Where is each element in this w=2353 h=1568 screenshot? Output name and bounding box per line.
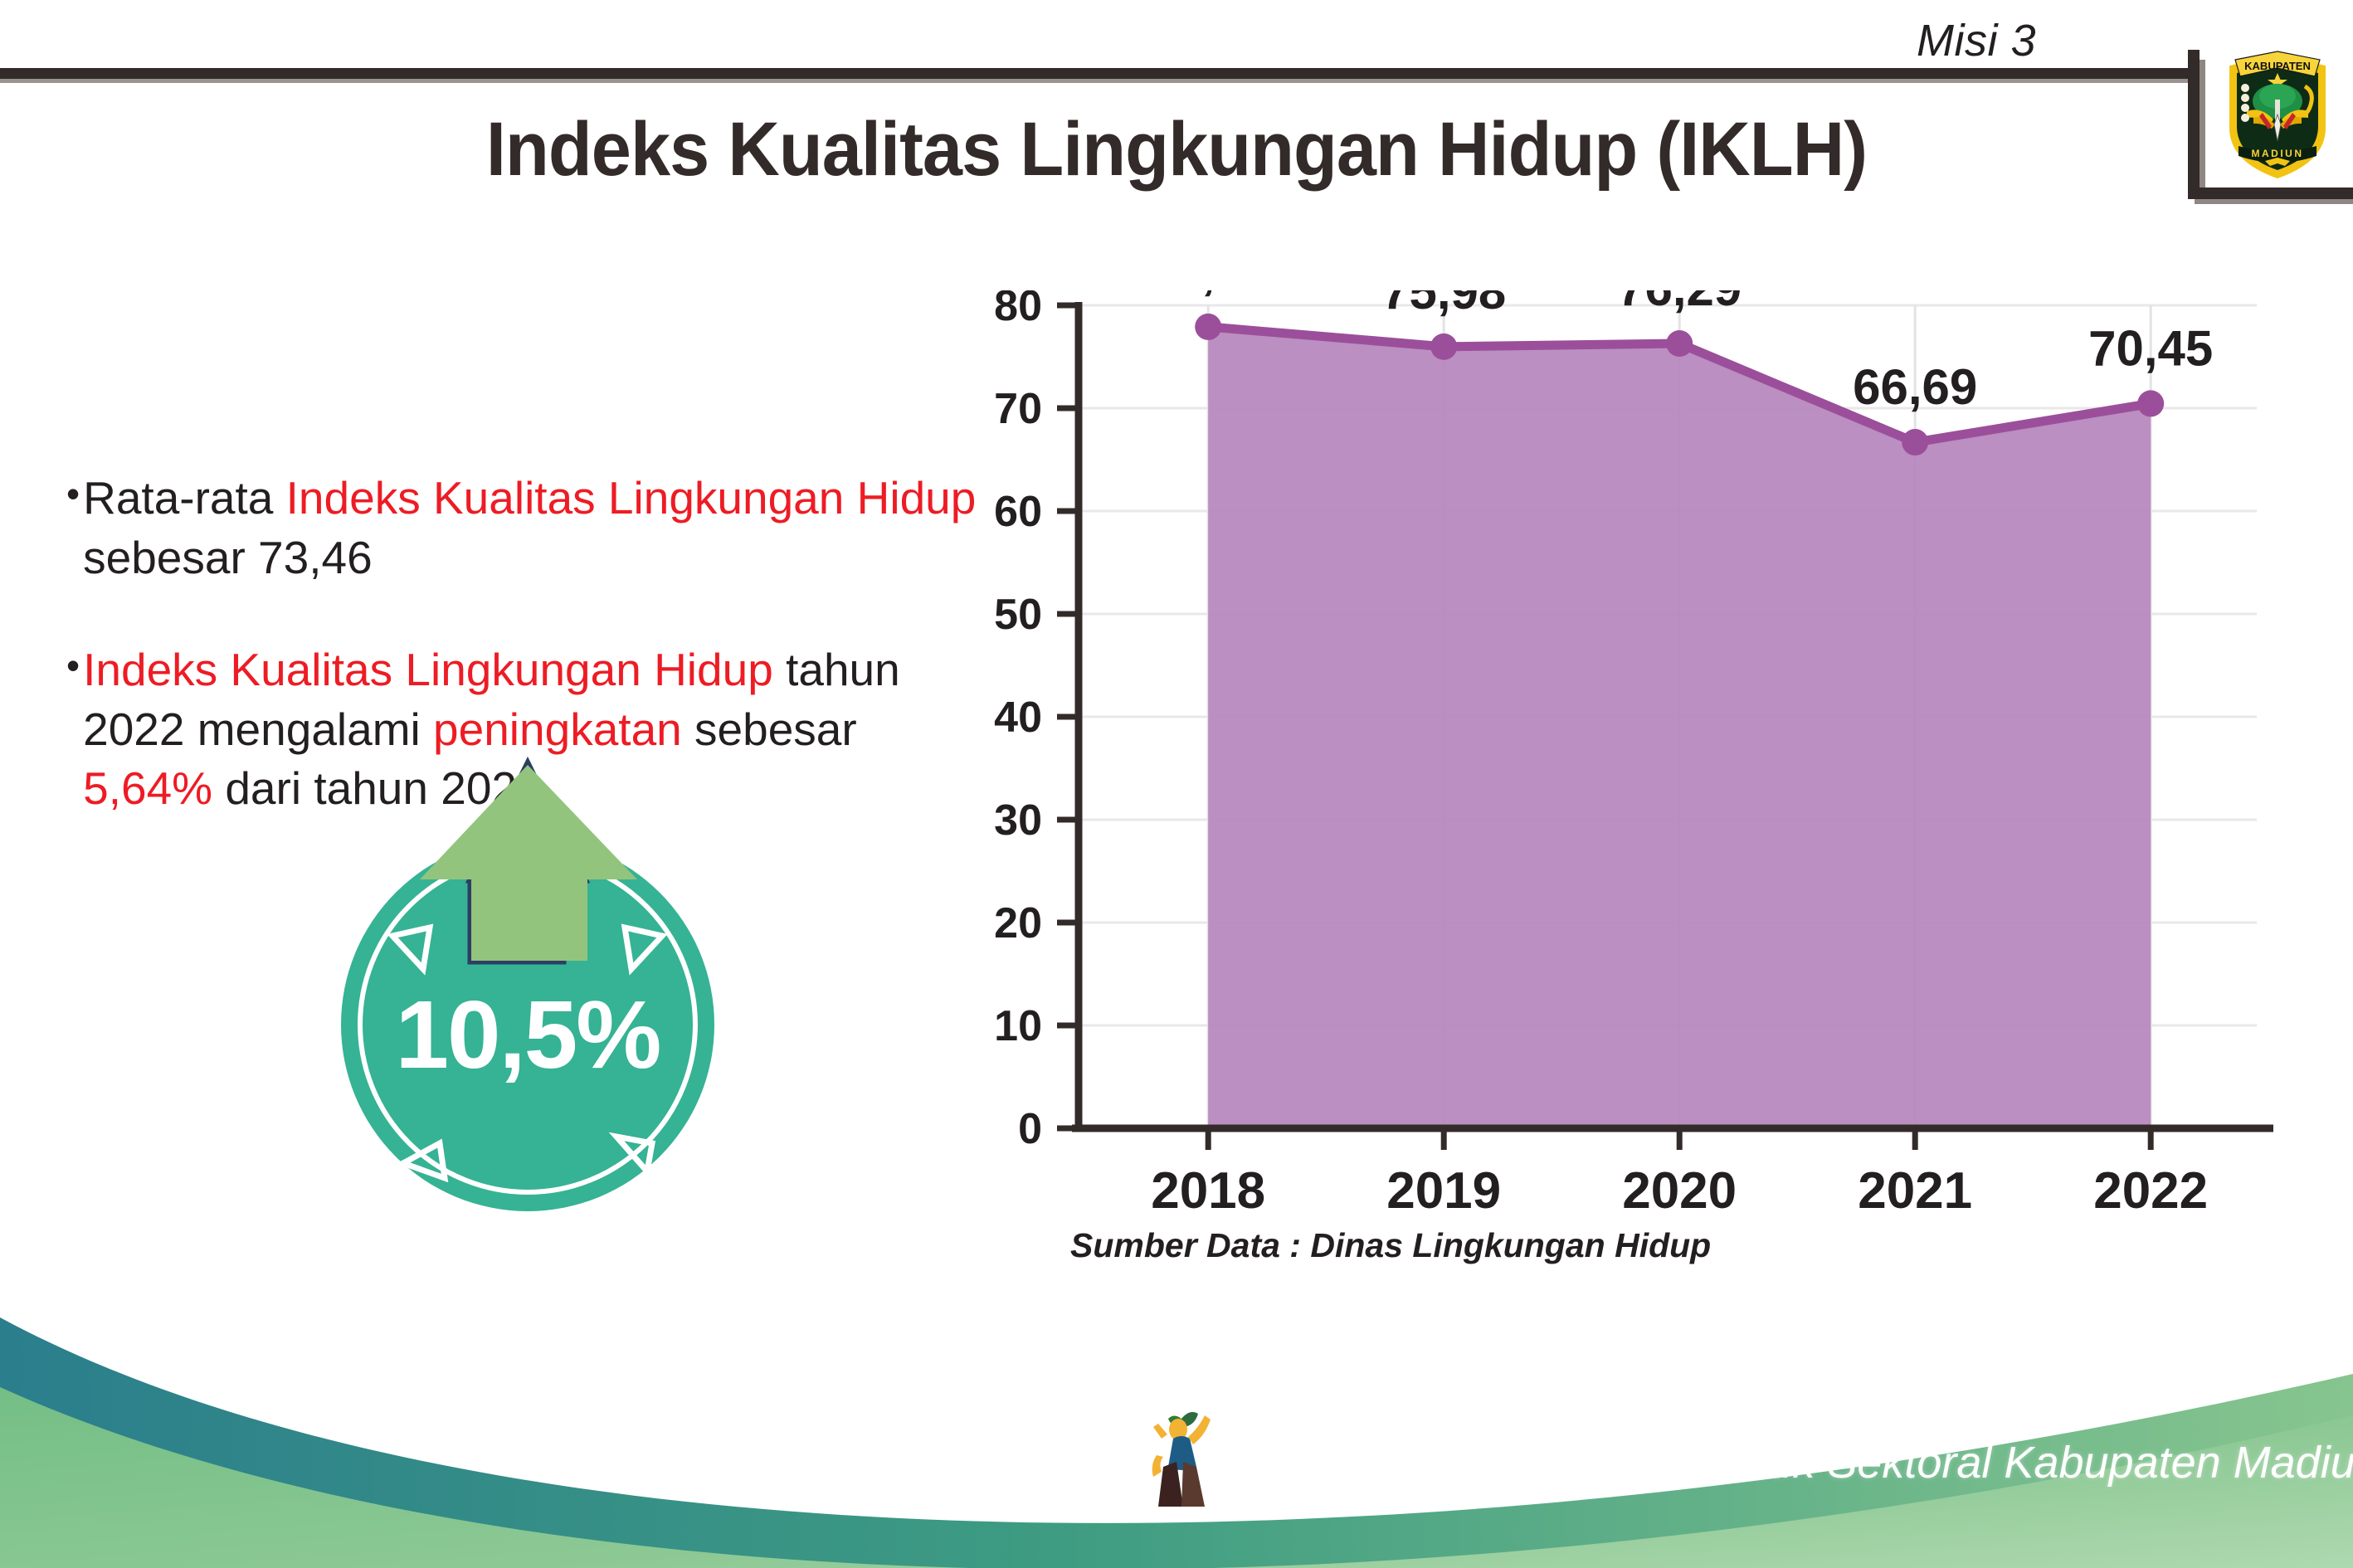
bullet-2-seg-1: tahun 2022 mengalami (83, 644, 900, 755)
y-axis-tick-label: 0 (1018, 1105, 1042, 1153)
data-point-marker (1430, 333, 1458, 360)
bullet-2-seg-5: dari tahun 2021 (212, 762, 543, 814)
statistics-figure-icon (1145, 1402, 1220, 1510)
corner-bracket-vertical (2188, 50, 2200, 199)
x-axis-tick-label: 2020 (1622, 1162, 1737, 1220)
bullet-2-seg-3: sebesar (681, 703, 857, 755)
emblem-top-label: KABUPATEN (2244, 60, 2311, 72)
list-item: • Indeks Kualitas Lingkungan Hidup tahun… (66, 640, 996, 819)
bullet-marker: • (66, 644, 80, 687)
area-fill (1208, 326, 2151, 1128)
wave-band-bottom (0, 1387, 2353, 1568)
increase-badge: 10,5% (314, 747, 787, 1220)
iklh-area-chart: 77,91 75,98 76,29 66,69 70,45 0 10 20 30 40 50 60 70… (962, 290, 2290, 1220)
header-rule (0, 68, 2199, 79)
badge-percent-label: 10,5% (395, 981, 662, 1088)
y-axis-tick-label: 10 (994, 1002, 1042, 1050)
badge-overlay (387, 756, 668, 1183)
y-axis-tick-label: 60 (994, 488, 1042, 536)
y-axis-tick-label: 50 (994, 591, 1042, 639)
y-axis-tick-label: 70 (994, 385, 1042, 433)
triangle-marker-bottom-left (396, 1138, 449, 1183)
bullet-1-seg-0: Rata-rata (83, 472, 286, 523)
bullet-1-seg-2: sebesar 73,46 (83, 531, 373, 583)
data-label: 70,45 (2088, 320, 2213, 376)
x-axis-tick-label: 2019 (1386, 1162, 1501, 1220)
page-title: Indeks Kualitas Lingkungan Hidup (IKLH) (485, 107, 1868, 192)
footer-wave: Media Infografis Data Statistik Sektoral… (0, 1294, 2353, 1568)
emblem-bottom-label: MADIUN (2252, 148, 2304, 159)
x-axis-tick-label: 2022 (2093, 1162, 2208, 1220)
bullet-2-seg-4: 5,64% (83, 762, 213, 814)
wave-band-top (0, 1317, 2353, 1568)
triangle-marker-top-right (621, 923, 668, 976)
data-label: 76,29 (1617, 290, 1742, 316)
triangle-marker-top-left (387, 923, 434, 976)
x-axis-tick-label: 2018 (1151, 1162, 1265, 1220)
bullet-2-seg-2: peningkatan (433, 703, 682, 755)
y-axis-tick-label: 80 (994, 290, 1042, 330)
data-label: 75,98 (1381, 290, 1506, 319)
list-item: • Rata-rata Indeks Kualitas Lingkungan H… (66, 469, 996, 587)
corner-bracket-vertical-shadow (2200, 60, 2205, 199)
source-note: Sumber Data : Dinas Lingkungan Hidup (1070, 1226, 1712, 1264)
data-point-marker (1902, 429, 1929, 456)
data-label: 77,91 (1146, 290, 1270, 299)
y-axis-tick-label: 30 (994, 796, 1042, 845)
data-label: 66,69 (1853, 359, 1977, 415)
bullet-marker: • (66, 472, 80, 515)
header-rule-shadow (0, 79, 2199, 83)
corner-bracket-horizontal (2188, 187, 2353, 199)
bullet-1-seg-1: Indeks Kualitas Lingkungan Hidup (285, 472, 977, 523)
footer-caption: Media Infografis Data Statistik Sektoral… (1220, 1438, 2353, 1488)
up-arrow-icon (420, 765, 637, 961)
x-axis-tick-label: 2021 (1858, 1162, 1972, 1220)
mission-label: Misi 3 (1916, 16, 2036, 66)
bullet-text-2: Indeks Kualitas Lingkungan Hidup tahun 2… (83, 640, 996, 819)
kabupaten-madiun-emblem-icon: KABUPATEN MADIUN (2224, 48, 2331, 181)
bullet-list: • Rata-rata Indeks Kualitas Lingkungan H… (66, 469, 996, 872)
triangle-marker-bottom-right (608, 1132, 656, 1178)
y-axis-tick-label: 40 (994, 694, 1042, 742)
bullet-2-seg-0: Indeks Kualitas Lingkungan Hidup (83, 644, 773, 695)
bullet-text-1: Rata-rata Indeks Kualitas Lingkungan Hid… (83, 469, 996, 587)
data-point-marker (2137, 390, 2165, 417)
data-point-marker (1666, 330, 1693, 358)
data-point-marker (1195, 313, 1222, 340)
corner-bracket-horizontal-shadow (2195, 199, 2353, 204)
y-axis-tick-label: 20 (994, 899, 1042, 947)
